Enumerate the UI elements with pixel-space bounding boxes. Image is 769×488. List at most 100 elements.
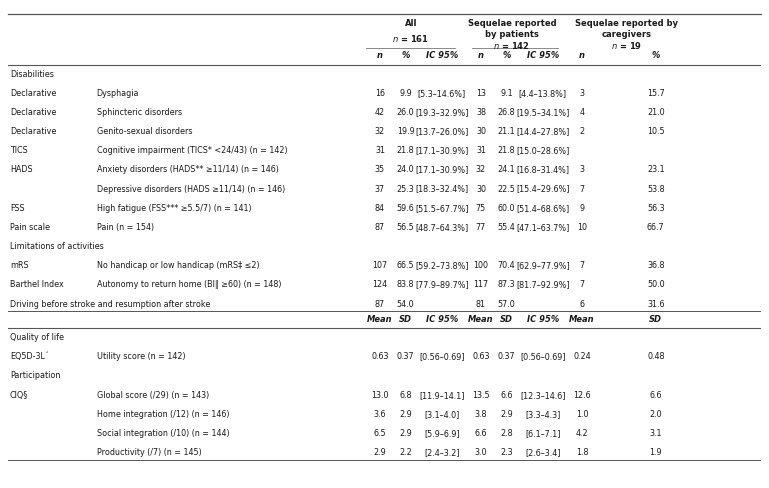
Text: Pain scale: Pain scale — [10, 223, 50, 231]
Text: $n$ = 19: $n$ = 19 — [611, 41, 642, 51]
Text: Disabilities: Disabilities — [10, 69, 54, 79]
Text: Sequelae reported by: Sequelae reported by — [575, 19, 678, 28]
Text: 31.6: 31.6 — [647, 299, 664, 308]
Text: 0.63: 0.63 — [472, 352, 490, 361]
Text: 3.6: 3.6 — [374, 409, 386, 418]
Text: Declarative: Declarative — [10, 127, 56, 136]
Text: 57.0: 57.0 — [498, 299, 515, 308]
Text: 31: 31 — [476, 146, 486, 155]
Text: 13.5: 13.5 — [472, 390, 490, 399]
Text: 6.6: 6.6 — [650, 390, 662, 399]
Text: [5.9–6.9]: [5.9–6.9] — [424, 428, 460, 437]
Text: 15.7: 15.7 — [647, 89, 664, 98]
Text: n: n — [377, 51, 383, 60]
Text: 7: 7 — [579, 184, 584, 193]
Text: 87: 87 — [375, 223, 385, 231]
Text: 32: 32 — [476, 165, 486, 174]
Text: 56.3: 56.3 — [647, 203, 664, 212]
Text: 117: 117 — [474, 280, 488, 289]
Text: 83.8: 83.8 — [397, 280, 414, 289]
Text: [62.9–77.9%]: [62.9–77.9%] — [516, 261, 570, 270]
Text: HADS: HADS — [10, 165, 32, 174]
Text: [6.1–7.1]: [6.1–7.1] — [525, 428, 561, 437]
Text: 6.6: 6.6 — [501, 390, 513, 399]
Text: [19.5–34.1%]: [19.5–34.1%] — [516, 108, 570, 117]
Text: [13.7–26.0%]: [13.7–26.0%] — [415, 127, 468, 136]
Text: [11.9–14.1]: [11.9–14.1] — [419, 390, 464, 399]
Text: Declarative: Declarative — [10, 89, 56, 98]
Text: Barthel Index: Barthel Index — [10, 280, 64, 289]
Text: 56.5: 56.5 — [397, 223, 414, 231]
Text: 100: 100 — [474, 261, 488, 270]
Text: 1.0: 1.0 — [576, 409, 588, 418]
Text: 6: 6 — [580, 299, 584, 308]
Text: 16: 16 — [375, 89, 385, 98]
Text: SD: SD — [500, 314, 513, 323]
Text: 3: 3 — [580, 165, 584, 174]
Text: 2.8: 2.8 — [501, 428, 513, 437]
Text: Depressive disorders (HADS ≥11/14) (n = 146): Depressive disorders (HADS ≥11/14) (n = … — [97, 184, 285, 193]
Text: 0.48: 0.48 — [647, 352, 664, 361]
Text: 42: 42 — [375, 108, 385, 117]
Text: 87: 87 — [375, 299, 385, 308]
Text: 7: 7 — [579, 280, 584, 289]
Text: 21.0: 21.0 — [647, 108, 664, 117]
Text: mRS: mRS — [10, 261, 28, 270]
Text: [3.1–4.0]: [3.1–4.0] — [424, 409, 459, 418]
Text: Dysphagia: Dysphagia — [97, 89, 139, 98]
Text: by patients: by patients — [485, 30, 539, 39]
Text: [17.1–30.9%]: [17.1–30.9%] — [415, 146, 468, 155]
Text: IC 95%: IC 95% — [527, 51, 559, 60]
Text: Productivity (/7) (n = 145): Productivity (/7) (n = 145) — [97, 447, 201, 456]
Text: 2.2: 2.2 — [399, 447, 412, 456]
Text: 31: 31 — [375, 146, 385, 155]
Text: 13: 13 — [476, 89, 486, 98]
Text: TICS: TICS — [10, 146, 28, 155]
Text: [16.8–31.4%]: [16.8–31.4%] — [516, 165, 569, 174]
Text: [48.7–64.3%]: [48.7–64.3%] — [415, 223, 468, 231]
Text: 3.8: 3.8 — [474, 409, 488, 418]
Text: [2.4–3.2]: [2.4–3.2] — [424, 447, 460, 456]
Text: 55.4: 55.4 — [498, 223, 515, 231]
Text: Social integration (/10) (n = 144): Social integration (/10) (n = 144) — [97, 428, 229, 437]
Text: 21.8: 21.8 — [397, 146, 414, 155]
Text: [2.6–3.4]: [2.6–3.4] — [525, 447, 561, 456]
Text: [5.3–14.6%]: [5.3–14.6%] — [418, 89, 466, 98]
Text: 24.1: 24.1 — [498, 165, 515, 174]
Text: 10.5: 10.5 — [647, 127, 664, 136]
Text: 6.6: 6.6 — [474, 428, 488, 437]
Text: 30: 30 — [476, 127, 486, 136]
Text: Quality of life: Quality of life — [10, 332, 64, 342]
Text: IC 95%: IC 95% — [527, 314, 559, 323]
Text: [0.56–0.69]: [0.56–0.69] — [419, 352, 464, 361]
Text: 22.5: 22.5 — [498, 184, 515, 193]
Text: Declarative: Declarative — [10, 108, 56, 117]
Text: 2: 2 — [579, 127, 584, 136]
Text: 37: 37 — [375, 184, 385, 193]
Text: [14.4–27.8%]: [14.4–27.8%] — [516, 127, 570, 136]
Text: 19.9: 19.9 — [397, 127, 414, 136]
Text: 26.8: 26.8 — [498, 108, 515, 117]
Text: [81.7–92.9%]: [81.7–92.9%] — [516, 280, 570, 289]
Text: Sphincteric disorders: Sphincteric disorders — [97, 108, 181, 117]
Text: 87.3: 87.3 — [498, 280, 515, 289]
Text: %: % — [401, 51, 410, 60]
Text: 107: 107 — [372, 261, 388, 270]
Text: 38: 38 — [476, 108, 486, 117]
Text: Autonomy to return home (BI‖ ≥60) (n = 148): Autonomy to return home (BI‖ ≥60) (n = 1… — [97, 280, 281, 289]
Text: [4.4–13.8%]: [4.4–13.8%] — [519, 89, 567, 98]
Text: 21.1: 21.1 — [498, 127, 515, 136]
Text: [77.9–89.7%]: [77.9–89.7%] — [415, 280, 468, 289]
Text: [12.3–14.6]: [12.3–14.6] — [520, 390, 565, 399]
Text: 23.1: 23.1 — [647, 165, 664, 174]
Text: IC 95%: IC 95% — [426, 314, 458, 323]
Text: [19.3–32.9%]: [19.3–32.9%] — [415, 108, 468, 117]
Text: 35: 35 — [375, 165, 385, 174]
Text: [3.3–4.3]: [3.3–4.3] — [525, 409, 561, 418]
Text: Driving before stroke and resumption after stroke: Driving before stroke and resumption aft… — [10, 299, 211, 308]
Text: Mean: Mean — [468, 314, 494, 323]
Text: 50.0: 50.0 — [647, 280, 664, 289]
Text: [15.4–29.6%]: [15.4–29.6%] — [516, 184, 570, 193]
Text: 32: 32 — [375, 127, 385, 136]
Text: caregivers: caregivers — [601, 30, 651, 39]
